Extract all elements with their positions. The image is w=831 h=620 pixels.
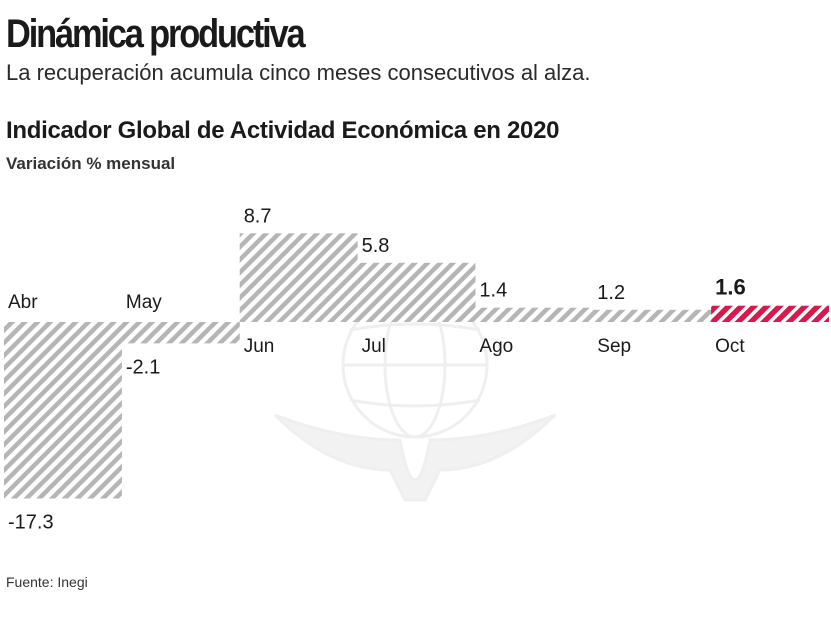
bar-jul bbox=[357, 262, 476, 322]
value-label: -2.1 bbox=[126, 356, 160, 378]
value-label: 1.6 bbox=[715, 275, 746, 300]
value-label: 1.2 bbox=[597, 282, 625, 304]
source-note: Fuente: Inegi bbox=[6, 574, 88, 590]
bar-jun bbox=[239, 233, 358, 322]
bar-oct bbox=[711, 305, 829, 322]
category-label: Sep bbox=[597, 336, 631, 357]
value-label: 1.4 bbox=[479, 280, 507, 302]
category-label: Jul bbox=[362, 336, 386, 357]
subheadline: La recuperación acumula cinco meses cons… bbox=[6, 60, 591, 85]
chart-title: Indicador Global de Actividad Económica … bbox=[6, 117, 560, 144]
eagle-watermark-icon bbox=[273, 291, 557, 502]
category-label: May bbox=[126, 292, 162, 313]
headline: Dinámica productiva bbox=[6, 12, 306, 56]
category-label: Ago bbox=[479, 336, 513, 357]
value-label: -17.3 bbox=[8, 512, 54, 534]
bar-abr bbox=[4, 322, 122, 499]
category-label: Oct bbox=[715, 336, 745, 357]
bar-sep bbox=[593, 309, 712, 322]
bar-may bbox=[121, 322, 240, 344]
value-label: 5.8 bbox=[362, 235, 390, 257]
bar-ago bbox=[475, 307, 594, 322]
category-label: Abr bbox=[8, 292, 38, 313]
category-label: Jun bbox=[244, 336, 275, 357]
chart-subtitle: Variación % mensual bbox=[6, 154, 176, 173]
value-label: 8.7 bbox=[244, 205, 272, 227]
